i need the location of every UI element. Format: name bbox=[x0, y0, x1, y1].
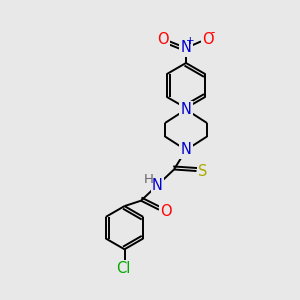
Text: H: H bbox=[144, 173, 154, 186]
Text: N: N bbox=[152, 178, 163, 193]
Text: O: O bbox=[202, 32, 213, 47]
Text: N: N bbox=[181, 142, 191, 158]
Text: -: - bbox=[210, 26, 214, 40]
Text: O: O bbox=[160, 204, 171, 219]
Text: Cl: Cl bbox=[116, 261, 130, 276]
Text: O: O bbox=[157, 32, 169, 47]
Text: +: + bbox=[186, 35, 194, 46]
Text: N: N bbox=[181, 40, 191, 56]
Text: N: N bbox=[181, 102, 191, 117]
Text: S: S bbox=[198, 164, 208, 178]
